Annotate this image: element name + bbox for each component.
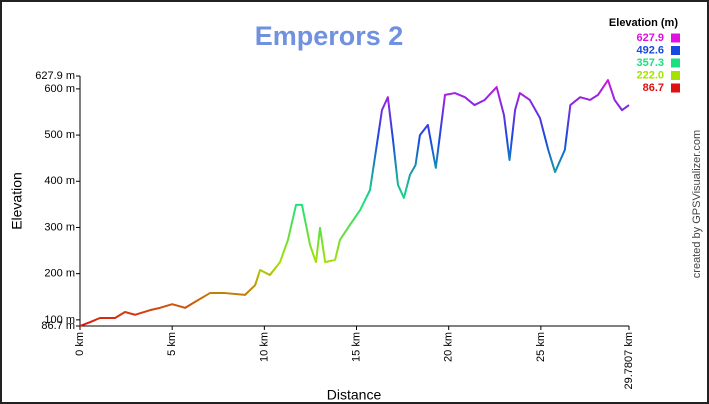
y-tick-label: 627.9 m bbox=[35, 70, 75, 82]
y-tick-label: 300 m bbox=[44, 221, 75, 233]
y-tick-label: 400 m bbox=[44, 175, 75, 187]
legend-value: 86.7 bbox=[643, 82, 664, 94]
legend-swatch bbox=[671, 71, 680, 80]
legend-swatch bbox=[671, 83, 680, 93]
chart-title: Emperors 2 bbox=[255, 21, 404, 51]
x-tick-label: 10 km bbox=[258, 332, 270, 362]
legend-value: 492.6 bbox=[636, 44, 664, 56]
y-axis-title: Elevation bbox=[9, 172, 25, 230]
x-tick-label: 25 km bbox=[535, 332, 547, 362]
y-tick-label: 100 m bbox=[44, 314, 75, 326]
credit: created by GPSVisualizer.com bbox=[691, 130, 703, 278]
x-tick-label: 20 km bbox=[443, 332, 455, 362]
legend-value: 357.3 bbox=[636, 57, 664, 69]
y-tick-label: 86.7 m bbox=[41, 320, 75, 332]
legend-swatch bbox=[671, 46, 680, 55]
legend-swatch bbox=[671, 33, 680, 43]
legend-title: Elevation (m) bbox=[609, 17, 678, 29]
legend-value: 627.9 bbox=[636, 32, 664, 44]
y-tick-label: 500 m bbox=[44, 129, 75, 141]
y-tick-label: 200 m bbox=[44, 268, 75, 280]
legend-value: 222.0 bbox=[636, 69, 664, 81]
elevation-line bbox=[79, 79, 630, 327]
x-tick-label: 15 km bbox=[350, 332, 362, 362]
x-tick-label: 29.7807 km bbox=[623, 332, 635, 389]
x-axis-title: Distance bbox=[327, 387, 382, 403]
legend-swatch bbox=[671, 58, 680, 68]
x-tick-label: 5 km bbox=[166, 332, 178, 356]
y-tick-label: 600 m bbox=[44, 83, 75, 95]
x-tick-label: 0 km bbox=[74, 332, 86, 356]
